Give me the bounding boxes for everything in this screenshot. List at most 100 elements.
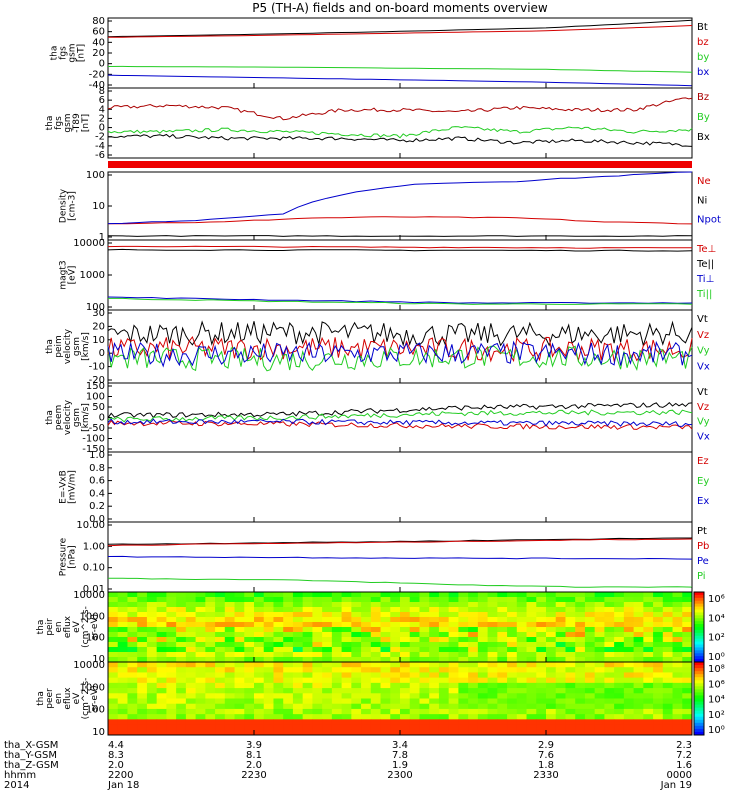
spectrogram-cell xyxy=(146,703,158,710)
spectrogram-cell xyxy=(633,607,644,613)
spectrogram-cell xyxy=(604,637,615,643)
spectrogram-cell xyxy=(536,693,547,699)
spectrogram-cell xyxy=(672,642,683,648)
spectrogram-cell xyxy=(516,662,528,668)
spectrogram-cell xyxy=(429,719,440,726)
spectrogram-cell xyxy=(536,637,547,643)
y-tick-label: -40 xyxy=(89,80,105,91)
spectrogram-cell xyxy=(292,693,304,699)
spectrogram-cell xyxy=(263,617,274,623)
spectrogram-cell xyxy=(604,672,615,679)
spectrogram-cell xyxy=(507,719,518,726)
footer-value: Jan 19 xyxy=(660,780,692,791)
spectrogram-cell xyxy=(584,612,596,618)
spectrogram-cell xyxy=(468,612,479,618)
spectrogram-cell xyxy=(292,647,304,653)
spectrogram-cell xyxy=(614,602,625,608)
spectrogram-cell xyxy=(526,677,537,684)
colorbar-cell xyxy=(694,674,704,678)
spectrogram-cell xyxy=(292,592,304,598)
spectrogram-cell xyxy=(614,693,625,699)
spectrogram-cell xyxy=(185,627,197,633)
spectrogram-cell xyxy=(205,724,216,731)
spectrogram-cell xyxy=(516,677,528,684)
spectrogram-cell xyxy=(604,714,615,720)
spectrogram-cell xyxy=(312,632,323,638)
colorbar-tick-label: 10² xyxy=(708,633,725,644)
spectrogram-cell xyxy=(400,652,411,658)
y-tick-label: 100 xyxy=(86,302,105,313)
spectrogram-cell xyxy=(351,662,362,668)
colorbar-cell xyxy=(694,683,704,687)
spectrogram-cell xyxy=(176,714,187,720)
spectrogram-cell xyxy=(458,719,469,726)
spectrogram-cell xyxy=(584,703,596,710)
panel-ylabel: tha xyxy=(45,410,55,425)
series-line xyxy=(107,171,693,225)
spectrogram-cell xyxy=(244,612,255,618)
colorbar-tick-label: 10⁰ xyxy=(708,725,725,736)
spectrogram-cell xyxy=(477,682,489,689)
spectrogram-cell xyxy=(546,714,557,720)
spectrogram-cell xyxy=(166,693,177,699)
spectrogram-cell xyxy=(117,682,128,689)
series-label: Pt xyxy=(697,526,707,537)
spectrogram-cell xyxy=(361,617,372,623)
y-tick-label: -50 xyxy=(89,423,105,434)
spectrogram-cell xyxy=(516,622,528,628)
spectrogram-cell xyxy=(516,657,528,663)
spectrogram-cell xyxy=(643,612,654,618)
spectrogram-cell xyxy=(137,642,148,648)
spectrogram-cell xyxy=(283,682,294,689)
spectrogram-cell xyxy=(283,592,294,598)
spectrogram-cell xyxy=(555,677,566,684)
spectrogram-cell xyxy=(146,688,158,694)
spectrogram-cell xyxy=(584,622,596,628)
spectrogram-cell xyxy=(409,682,420,689)
panel-frame xyxy=(107,451,693,523)
y-tick-label: 10 xyxy=(92,654,105,665)
spectrogram-cell xyxy=(283,703,294,710)
spectrogram-cell xyxy=(234,724,245,731)
spectrogram-cell xyxy=(468,693,479,699)
spectrogram-cell xyxy=(331,627,343,633)
spectrogram-cell xyxy=(302,642,313,648)
spectrogram-cell xyxy=(205,662,216,668)
spectrogram-cell xyxy=(526,637,537,643)
spectrogram-cell xyxy=(312,682,323,689)
spectrogram-cell xyxy=(468,632,479,638)
spectrogram-cell xyxy=(322,672,333,679)
spectrogram-cell xyxy=(477,652,489,658)
spectrogram-cell xyxy=(117,698,128,705)
spectrogram-cell xyxy=(682,698,693,705)
spectrogram-cell xyxy=(516,597,528,603)
spectrogram-cell xyxy=(195,677,206,684)
spectrogram-cell xyxy=(400,607,411,613)
spectrogram-cell xyxy=(195,612,206,618)
spectrogram-cell xyxy=(623,662,635,668)
spectrogram-cell xyxy=(185,724,197,731)
spectrogram-cell xyxy=(536,698,547,705)
panel-ylabel: [nPa] xyxy=(68,545,78,568)
spectrogram-cell xyxy=(623,632,635,638)
spectrogram-cell xyxy=(273,627,284,633)
spectrogram-cell xyxy=(662,662,674,668)
spectrogram-cell xyxy=(409,693,420,699)
spectrogram-cell xyxy=(507,617,518,623)
spectrogram-cell xyxy=(127,622,138,628)
spectrogram-cell xyxy=(662,607,674,613)
spectrogram-cell xyxy=(419,627,430,633)
spectrogram-cell xyxy=(234,637,245,643)
spectrogram-cell xyxy=(487,642,498,648)
spectrogram-cell xyxy=(273,647,284,653)
spectrogram-cell xyxy=(322,657,333,663)
spectrogram-cell xyxy=(166,688,177,694)
y-tick-label: 0.8 xyxy=(89,463,105,474)
series-line xyxy=(108,25,693,38)
spectrogram-cell xyxy=(584,724,596,731)
spectrogram-cell xyxy=(604,647,615,653)
spectrogram-cell xyxy=(468,729,479,736)
spectrogram-cell xyxy=(575,662,586,668)
spectrogram-cell xyxy=(302,637,313,643)
spectrogram-cell xyxy=(312,637,323,643)
